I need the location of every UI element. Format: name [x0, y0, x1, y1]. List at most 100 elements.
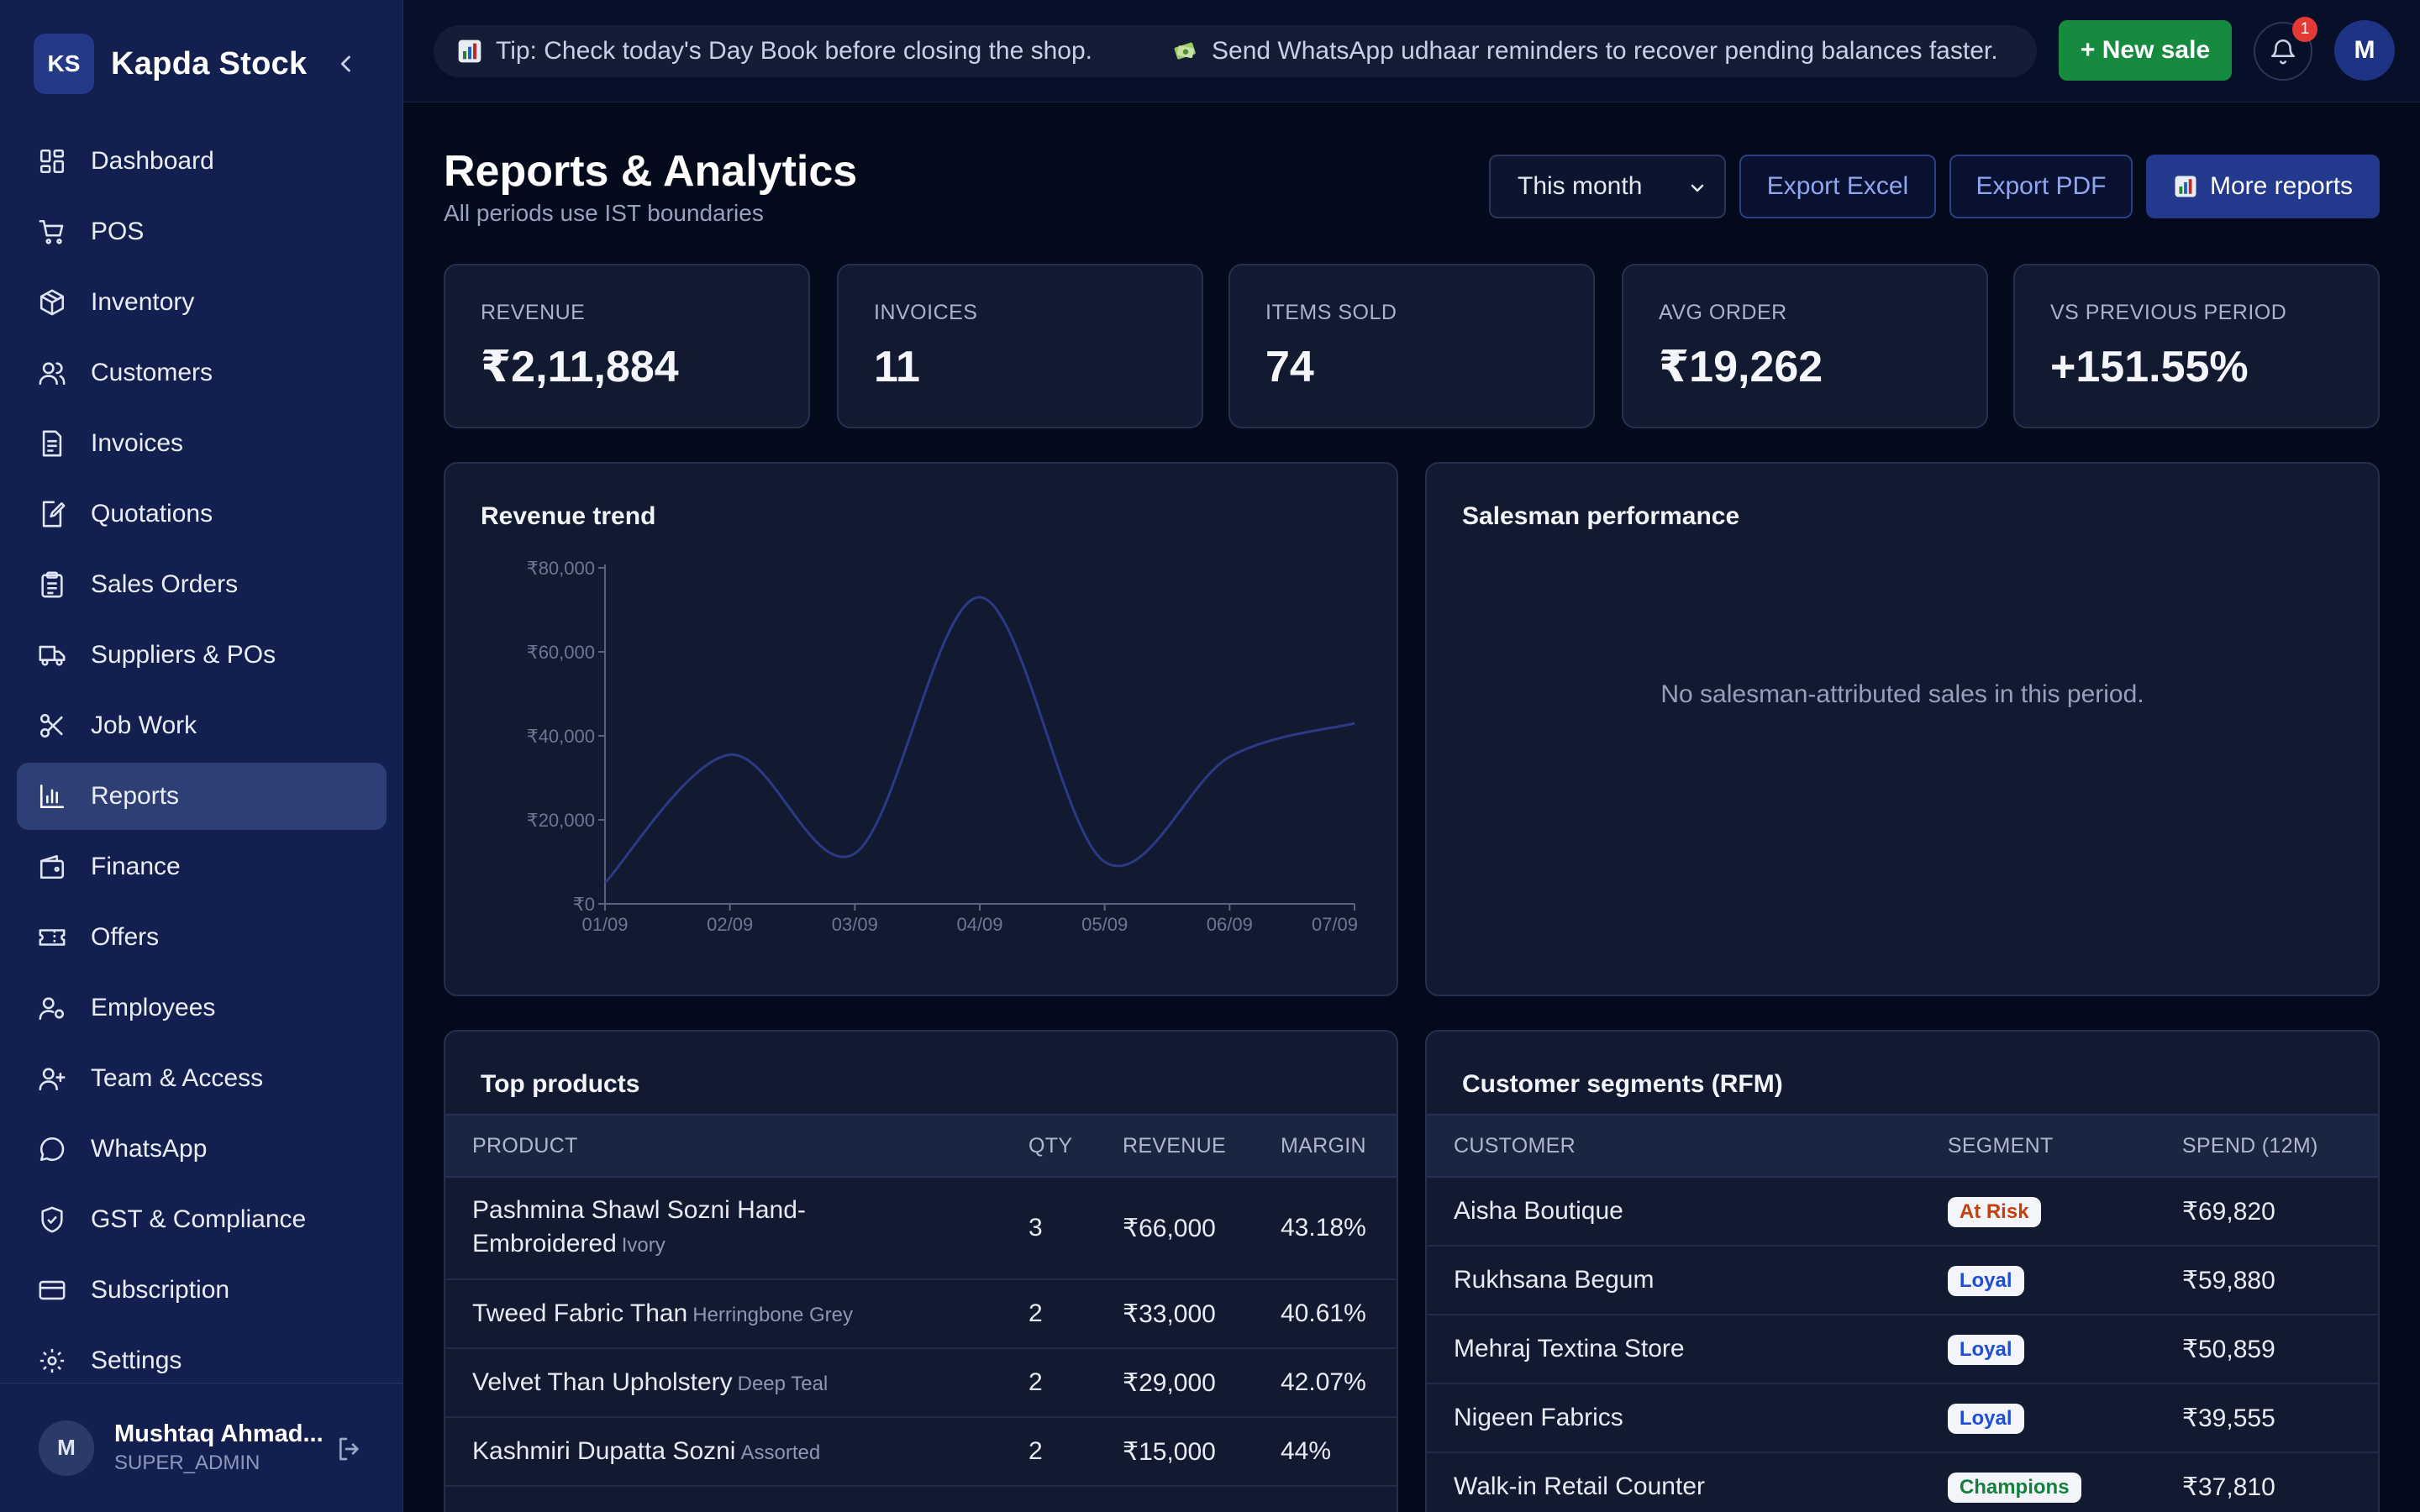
more-reports-label: More reports: [2209, 172, 2354, 200]
table-row[interactable]: Velvet Than Upholstery Deep Teal 2 ₹29,00…: [445, 1349, 1397, 1418]
sidebar-item-customers[interactable]: Customers: [17, 339, 387, 407]
table-row[interactable]: Tweed Fabric Than Herringbone Grey 2 ₹33,…: [445, 1280, 1397, 1349]
sidebar-item-label: Dashboard: [91, 147, 214, 175]
kpi-card-vs-previous: VS PREVIOUS PERIOD +151.55%: [2013, 264, 2380, 428]
table-row[interactable]: Aisha Boutique At Risk ₹69,820: [1427, 1178, 2378, 1247]
sidebar-item-label: Sales Orders: [91, 570, 239, 598]
new-sale-button[interactable]: + New sale: [2059, 20, 2232, 81]
sidebar-item-sales-orders[interactable]: Sales Orders: [17, 551, 387, 618]
table-row[interactable]: Nigeen Fabrics Loyal ₹39,555: [1427, 1384, 2378, 1453]
profile-button[interactable]: M: [2334, 20, 2395, 81]
revenue-cell: ₹29,000: [1123, 1368, 1216, 1397]
top-products-table: PRODUCT QTY REVENUE MARGIN Pashmina Shaw…: [445, 1114, 1397, 1487]
sidebar-item-label: Reports: [91, 782, 180, 810]
panel-title: Revenue trend: [481, 502, 656, 530]
sidebar-item-finance[interactable]: Finance: [17, 833, 387, 900]
table-row[interactable]: Kashmiri Dupatta Sozni Assorted 2 ₹15,000…: [445, 1418, 1397, 1487]
sidebar-item-whatsapp[interactable]: WhatsApp: [17, 1116, 387, 1183]
sidebar-item-label: Settings: [91, 1347, 182, 1374]
bell-icon: [2270, 39, 2296, 65]
scissors-icon: [37, 711, 67, 741]
sidebar-item-employees[interactable]: Employees: [17, 974, 387, 1042]
kpi-label: INVOICES: [874, 301, 978, 324]
column-header-spend[interactable]: SPEND (12M): [2181, 1133, 2318, 1158]
x-tick-label: 04/09: [956, 914, 1002, 935]
notifications-button[interactable]: 1: [2254, 17, 2317, 81]
sidebar-item-settings[interactable]: Settings: [17, 1327, 387, 1394]
sidebar-item-quotations[interactable]: Quotations: [17, 480, 387, 548]
period-select[interactable]: This month: [1489, 155, 1726, 218]
customer-cell: Mehraj Textina Store: [1454, 1335, 1685, 1362]
sidebar-item-dashboard[interactable]: Dashboard: [17, 128, 387, 195]
revenue-cell: ₹66,000: [1123, 1214, 1216, 1242]
customer-cell: Walk-in Retail Counter: [1454, 1473, 1705, 1500]
sidebar-item-inventory[interactable]: Inventory: [17, 269, 387, 336]
sidebar-item-team-access[interactable]: Team & Access: [17, 1045, 387, 1112]
page-subtitle: All periods use IST boundaries: [444, 200, 764, 226]
logout-icon: [339, 1437, 359, 1461]
revenue-cell: ₹15,000: [1123, 1437, 1216, 1466]
avatar[interactable]: M: [39, 1420, 94, 1476]
sidebar: KS Kapda Stock Dashboard POS Inventory C…: [0, 0, 403, 1512]
table-row[interactable]: Mehraj Textina Store Loyal ₹50,859: [1427, 1315, 2378, 1384]
revenue-trend-panel: Revenue trend ₹0 ₹20,000 ₹40,000 ₹60,000 ₹80…: [444, 462, 1398, 996]
sidebar-item-label: Invoices: [91, 429, 184, 457]
column-header-qty[interactable]: QTY: [1028, 1133, 1073, 1158]
sidebar-item-label: Quotations: [91, 500, 213, 528]
sidebar-item-label: Employees: [91, 994, 216, 1021]
sidebar-item-invoices[interactable]: Invoices: [17, 410, 387, 477]
column-header-margin[interactable]: MARGIN: [1281, 1133, 1366, 1158]
collapse-sidebar-button[interactable]: [329, 47, 363, 81]
margin-cell: 42.07%: [1281, 1368, 1366, 1396]
tip-text: Tip: Check today's Day Book before closi…: [496, 37, 1092, 65]
column-header-segment[interactable]: SEGMENT: [1947, 1133, 2054, 1158]
box-icon: [37, 287, 67, 318]
export-pdf-button[interactable]: Export PDF: [1949, 155, 2133, 218]
user-plus-icon: [37, 1063, 67, 1094]
product-variant: Herringbone Grey: [692, 1304, 854, 1326]
sidebar-item-job-work[interactable]: Job Work: [17, 692, 387, 759]
logout-button[interactable]: [333, 1432, 366, 1466]
x-tick-label: 06/09: [1207, 914, 1253, 935]
cart-icon: [37, 217, 67, 247]
margin-cell: 44%: [1281, 1437, 1332, 1465]
y-tick-label: ₹60,000: [527, 642, 595, 663]
product-name: Kashmiri Dupatta Sozni: [472, 1437, 736, 1465]
spend-cell: ₹59,880: [2181, 1266, 2275, 1294]
tips-ticker: Tip: Check today's Day Book before closi…: [434, 25, 2037, 77]
sidebar-item-pos[interactable]: POS: [17, 198, 387, 265]
customer-cell: Rukhsana Begum: [1454, 1266, 1655, 1294]
segment-badge: At Risk: [1947, 1196, 2041, 1227]
user-card: M Mushtaq Ahmad... SUPER_ADMIN: [0, 1383, 403, 1512]
column-header-product[interactable]: PRODUCT: [472, 1133, 578, 1158]
sidebar-item-offers[interactable]: Offers: [17, 904, 387, 971]
sidebar-item-suppliers[interactable]: Suppliers & POs: [17, 622, 387, 689]
more-reports-button[interactable]: More reports: [2146, 155, 2380, 218]
table-row[interactable]: Walk-in Retail Counter Champions ₹37,810: [1427, 1453, 2378, 1512]
chat-icon: [37, 1134, 67, 1164]
table-header: CUSTOMER SEGMENT SPEND (12M): [1427, 1114, 2378, 1178]
sidebar-item-subscription[interactable]: Subscription: [17, 1257, 387, 1324]
table-row[interactable]: Pashmina Shawl Sozni Hand-Embroidered Ivo…: [445, 1178, 1397, 1280]
product-name: Tweed Fabric Than: [472, 1299, 688, 1327]
sidebar-item-label: Job Work: [91, 711, 197, 739]
column-header-revenue[interactable]: REVENUE: [1123, 1133, 1226, 1158]
gear-icon: [37, 1346, 67, 1376]
segment-badge: Loyal: [1947, 1334, 2024, 1365]
spend-cell: ₹39,555: [2181, 1404, 2275, 1432]
column-header-customer[interactable]: CUSTOMER: [1454, 1133, 1576, 1158]
sidebar-item-gst[interactable]: GST & Compliance: [17, 1186, 387, 1253]
x-tick-label: 01/09: [581, 914, 628, 935]
sidebar-nav: Dashboard POS Inventory Customers Invoic…: [17, 128, 387, 1398]
tip-item: Tip: Check today's Day Book before closi…: [455, 37, 1092, 66]
sidebar-item-reports[interactable]: Reports: [17, 763, 387, 830]
segment-cell: Loyal: [1921, 1265, 2155, 1296]
brand[interactable]: KS Kapda Stock: [34, 34, 307, 94]
table-row[interactable]: Rukhsana Begum Loyal ₹59,880: [1427, 1247, 2378, 1315]
product-variant: Deep Teal: [737, 1373, 829, 1395]
kpi-label: ITEMS SOLD: [1265, 301, 1397, 324]
qty-cell: 2: [1028, 1299, 1043, 1327]
salesman-panel: Salesman performance No salesman-attribu…: [1425, 462, 2380, 996]
empty-state-message: No salesman-attributed sales in this per…: [1660, 680, 2144, 708]
export-excel-button[interactable]: Export Excel: [1739, 155, 1936, 218]
